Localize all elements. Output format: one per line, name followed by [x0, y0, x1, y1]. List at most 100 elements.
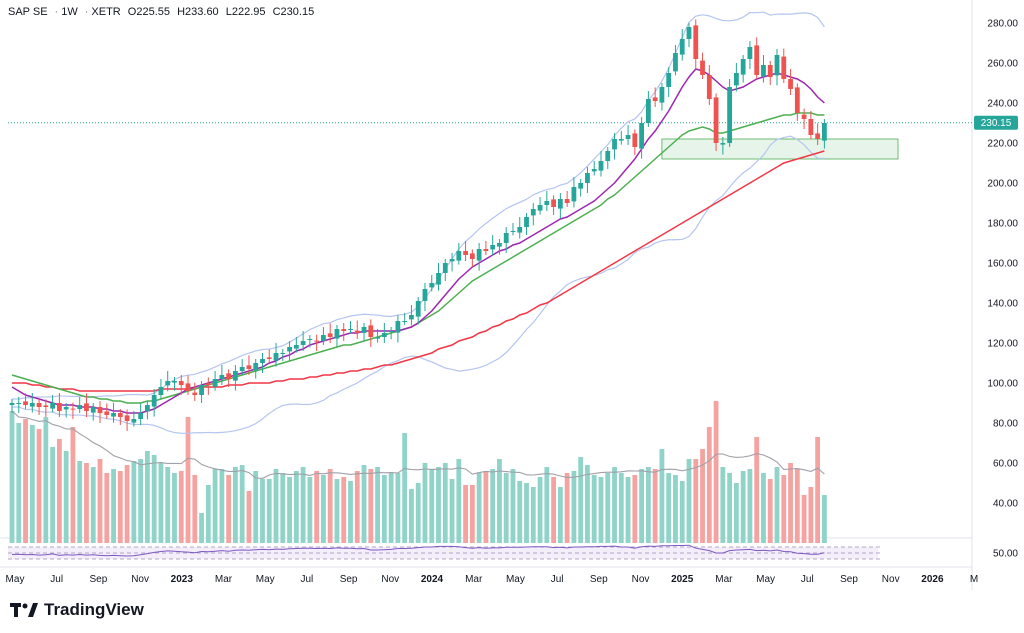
candle-body	[219, 375, 225, 379]
volume-bar	[9, 411, 15, 543]
volume-bar	[205, 485, 211, 543]
volume-bar	[300, 467, 306, 543]
candle-body	[375, 337, 380, 339]
time-axis-label: Sep	[90, 574, 108, 585]
candle-body	[822, 123, 827, 141]
time-axis-label: Sep	[590, 574, 608, 585]
candle-body	[212, 379, 218, 387]
candle-body	[652, 97, 658, 101]
volume-bar	[314, 471, 320, 543]
candle-body	[327, 333, 333, 337]
volume-bar	[537, 477, 543, 543]
volume-bar	[23, 419, 28, 543]
candle-body	[469, 253, 475, 259]
volume-bar	[151, 455, 157, 543]
candle-body	[483, 249, 489, 251]
volume-bar	[90, 467, 96, 543]
volume-bar	[307, 477, 313, 543]
candle-body	[415, 301, 421, 317]
volume-bar	[605, 473, 611, 543]
candle-body	[77, 405, 83, 409]
candle-body	[205, 383, 211, 385]
volume-bar	[381, 475, 387, 543]
candle-body	[361, 327, 367, 333]
volume-bar	[530, 487, 536, 543]
time-axis-label: Nov	[381, 574, 399, 585]
price-tick-label: 120.00	[987, 339, 1018, 350]
volume-bar	[334, 479, 340, 543]
price-chart[interactable]: 100.00 120.00 140.00 160.00 180.00 200.00 220.…	[0, 0, 1024, 590]
candle-body	[395, 321, 401, 333]
candle-body	[348, 329, 353, 330]
candle-body	[307, 339, 313, 340]
volume-bar	[375, 467, 380, 543]
candle-body	[578, 183, 584, 189]
volume-bar	[476, 473, 482, 543]
volume-bar	[524, 483, 529, 543]
candle-body	[449, 259, 455, 262]
volume-bar	[713, 401, 719, 543]
ma-red-line	[12, 150, 825, 392]
time-axis-label: Jul	[551, 574, 564, 585]
volume-bar	[754, 437, 760, 543]
candle-body	[50, 403, 56, 409]
candle-body	[354, 330, 360, 333]
volume-bar	[43, 417, 49, 543]
time-axis-label: Jul	[301, 574, 314, 585]
volume-bar	[226, 475, 232, 543]
candle-body	[794, 87, 800, 113]
chart-header: SAP SE · 1W · XETR O225.55 H233.60 L222.95 C…	[8, 6, 315, 18]
candle-body	[476, 249, 482, 261]
candle-body	[463, 251, 468, 255]
candle-body	[706, 75, 712, 99]
volume-bar	[767, 479, 773, 543]
volume-bar	[618, 473, 624, 543]
candle-body	[158, 387, 164, 395]
candle-body	[815, 133, 821, 139]
volume-bar	[822, 495, 827, 543]
bollinger-lower	[12, 135, 825, 434]
volume-bar	[348, 481, 353, 543]
volume-bar	[632, 475, 638, 543]
tradingview-logo-icon	[10, 603, 38, 617]
candle-body	[713, 97, 719, 143]
candle-body	[618, 139, 624, 141]
candle-body	[9, 403, 15, 405]
volume-bar	[673, 475, 678, 543]
candle-body	[733, 73, 739, 86]
volume-bar	[436, 467, 441, 543]
candle-body	[266, 357, 272, 359]
interval[interactable]: 1W	[61, 6, 78, 18]
volume-bar	[544, 467, 550, 543]
candle-body	[598, 161, 604, 171]
volume-bar	[652, 469, 658, 543]
symbol-name[interactable]: SAP SE	[8, 6, 48, 18]
volume-bar	[158, 463, 164, 543]
candle-body	[625, 135, 631, 139]
volume-bar	[585, 465, 590, 543]
time-axis-label: May	[6, 574, 25, 585]
candle-body	[368, 325, 374, 337]
volume-bar	[463, 485, 468, 543]
volume-bar	[456, 459, 462, 543]
candle-body	[16, 403, 22, 404]
candle-body	[388, 331, 394, 332]
volume-bar	[70, 427, 76, 543]
volume-bar	[29, 425, 35, 543]
candle-body	[185, 383, 191, 391]
volume-bar	[551, 477, 556, 543]
candle-body	[246, 365, 252, 369]
price-tick-label: 240.00	[987, 99, 1018, 110]
candle-body	[754, 45, 760, 75]
candle-body	[585, 173, 590, 183]
candle-body	[90, 407, 96, 413]
candle-body	[63, 407, 69, 410]
price-tick-label: 280.00	[987, 19, 1018, 30]
volume-bar	[36, 429, 42, 543]
candle-body	[740, 59, 746, 75]
candle-body	[273, 353, 279, 361]
volume-bar	[246, 491, 252, 543]
volume-bar	[733, 483, 739, 543]
tradingview-logo[interactable]: TradingView	[10, 600, 144, 620]
candle-body	[727, 87, 733, 143]
